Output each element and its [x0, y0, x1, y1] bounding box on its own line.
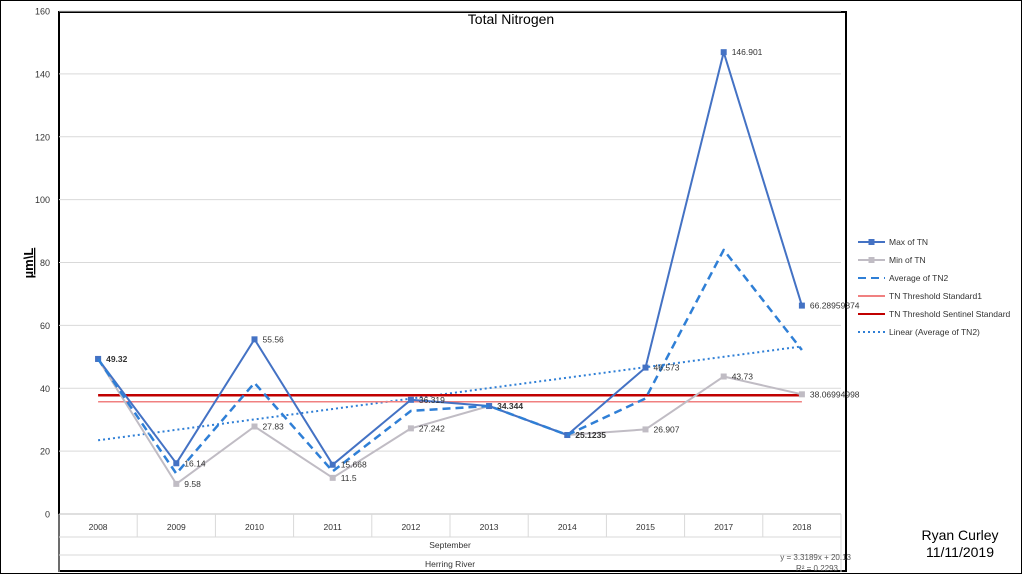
x-tick-label: 2008 [89, 522, 108, 532]
data-label: 66.28959374 [810, 301, 860, 311]
data-point-min-of-tn [329, 474, 336, 481]
legend-marker [868, 239, 875, 245]
data-label: 26.907 [654, 424, 680, 434]
data-point-max-of-tn [407, 396, 414, 403]
x-tick-label: 2015 [636, 522, 655, 532]
y-tick-label: 160 [35, 7, 50, 17]
x-tick-label: 2017 [714, 522, 733, 532]
y-tick-label: 100 [35, 195, 50, 205]
series-line-average-of-tn2 [97, 248, 803, 475]
data-label: 46.573 [654, 363, 680, 373]
x-tick-label: 2011 [324, 522, 343, 532]
y-tick-label: 0 [45, 510, 50, 520]
data-point-max-of-tn [251, 336, 258, 343]
data-label: 38.06994998 [810, 389, 860, 399]
data-label: 11.5 [341, 473, 357, 483]
plot-area-border [58, 11, 847, 572]
data-label: 34.344 [497, 401, 523, 411]
trendline-r-squared: R² = 0.2293 [796, 564, 839, 573]
y-tick-label: 80 [40, 258, 50, 268]
data-label: 43.73 [732, 372, 754, 382]
data-label: 55.56 [263, 334, 285, 344]
legend-entry: Max of TN [889, 237, 928, 247]
data-point-max-of-tn [720, 49, 727, 56]
legend-entry: Linear (Average of TN2) [889, 327, 980, 337]
data-point-max-of-tn [798, 302, 805, 309]
data-point-max-of-tn [95, 355, 102, 362]
series-line-max-of-tn [97, 51, 803, 466]
y-axis-label: µm\L [21, 248, 36, 279]
x-tick-label: 2009 [167, 522, 186, 532]
data-point-min-of-tn [798, 391, 805, 398]
chart-title: Total Nitrogen [468, 11, 554, 27]
legend-entry: TN Threshold Standard1 [889, 291, 982, 301]
data-label: 27.242 [419, 423, 445, 433]
data-point-max-of-tn [642, 364, 649, 371]
y-tick-label: 20 [40, 447, 50, 457]
y-tick-label: 60 [40, 321, 50, 331]
legend-entry: Min of TN [889, 255, 926, 265]
series-line-linear-average-of-tn2 [97, 345, 803, 442]
data-label: 27.83 [263, 422, 285, 432]
author-name: Ryan Curley [921, 527, 999, 543]
data-point-min-of-tn [251, 423, 258, 430]
author-date: 11/11/2019 [926, 544, 994, 560]
data-point-min-of-tn [642, 426, 649, 433]
data-point-min-of-tn [720, 373, 727, 380]
data-point-min-of-tn [407, 425, 414, 432]
data-label: 25.1235 [575, 430, 606, 440]
group-label-month: September [429, 540, 471, 550]
group-label-site: Herring River [425, 559, 475, 569]
legend-marker [868, 257, 875, 263]
data-label: 16.14 [184, 458, 206, 468]
x-tick-label: 2018 [792, 522, 811, 532]
data-point-min-of-tn [173, 480, 180, 487]
x-tick-label: 2014 [558, 522, 577, 532]
data-label: 146.901 [732, 47, 763, 57]
y-tick-label: 140 [35, 69, 50, 79]
legend-entry: TN Threshold Sentinel Standard [889, 309, 1011, 319]
data-label: 36.319 [419, 395, 445, 405]
data-label: 15.668 [341, 460, 367, 470]
x-tick-label: 2012 [401, 522, 420, 532]
data-label: 9.58 [184, 479, 201, 489]
data-label: 49.32 [106, 354, 128, 364]
data-point-max-of-tn [173, 460, 180, 467]
series-line-min-of-tn [97, 358, 803, 485]
legend-entry: Average of TN2 [889, 273, 948, 283]
x-tick-label: 2013 [480, 522, 499, 532]
x-tick-label: 2010 [245, 522, 264, 532]
y-tick-label: 40 [40, 384, 50, 394]
trendline-equation: y = 3.3189x + 20.13 [780, 553, 851, 562]
y-tick-label: 120 [35, 132, 50, 142]
data-point-max-of-tn [329, 461, 336, 468]
